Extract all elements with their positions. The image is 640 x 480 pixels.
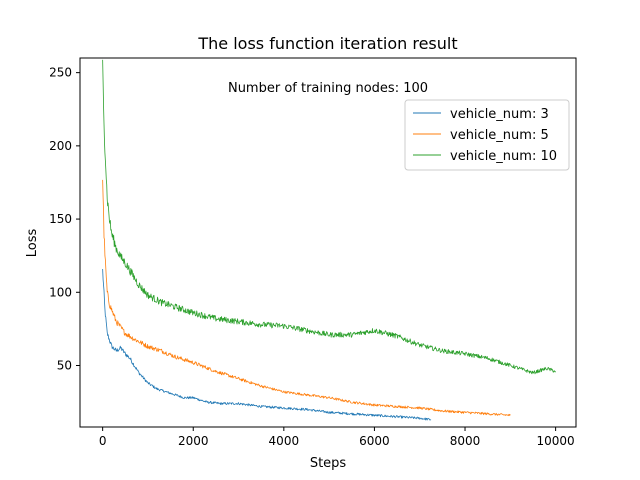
- series-line-vehicle-num-5: [102, 179, 511, 417]
- series-line-vehicle-num-3: [102, 269, 432, 421]
- legend-label-vehicle-10: vehicle_num: 10: [450, 149, 557, 164]
- series-line-vehicle-num-10: [102, 59, 556, 375]
- x-tick-label: 0: [99, 434, 107, 448]
- x-axis-ticks: 0 2000 4000 6000 8000 10000: [99, 427, 575, 448]
- x-axis-label: Steps: [310, 456, 347, 471]
- x-tick-label: 2000: [178, 434, 209, 448]
- y-axis-ticks: 50 100 150 200 250: [49, 66, 80, 373]
- y-tick-label: 50: [57, 359, 72, 373]
- annotation-text: Number of training nodes: 100: [228, 81, 428, 96]
- y-tick-label: 150: [49, 212, 72, 226]
- plot-area: 0 2000 4000 6000 8000 10000 50 100 150 200 250: [49, 57, 577, 448]
- legend-label-vehicle-3: vehicle_num: 3: [450, 107, 549, 122]
- series-layer: [102, 59, 556, 421]
- legend-label-vehicle-5: vehicle_num: 5: [450, 128, 549, 143]
- legend-box: [404, 99, 570, 171]
- legend: vehicle_num: 3 vehicle_num: 5 vehicle_nu…: [404, 99, 570, 171]
- y-tick-label: 250: [49, 66, 72, 80]
- y-tick-label: 100: [49, 285, 72, 299]
- x-tick-label: 8000: [450, 434, 481, 448]
- x-tick-label: 6000: [359, 434, 390, 448]
- y-tick-label: 200: [49, 139, 72, 153]
- x-tick-label: 10000: [537, 434, 575, 448]
- x-tick-label: 4000: [269, 434, 300, 448]
- y-axis-label: Loss: [25, 229, 40, 258]
- chart-title: The loss function iteration result: [197, 34, 457, 53]
- plot-frame: [79, 57, 577, 428]
